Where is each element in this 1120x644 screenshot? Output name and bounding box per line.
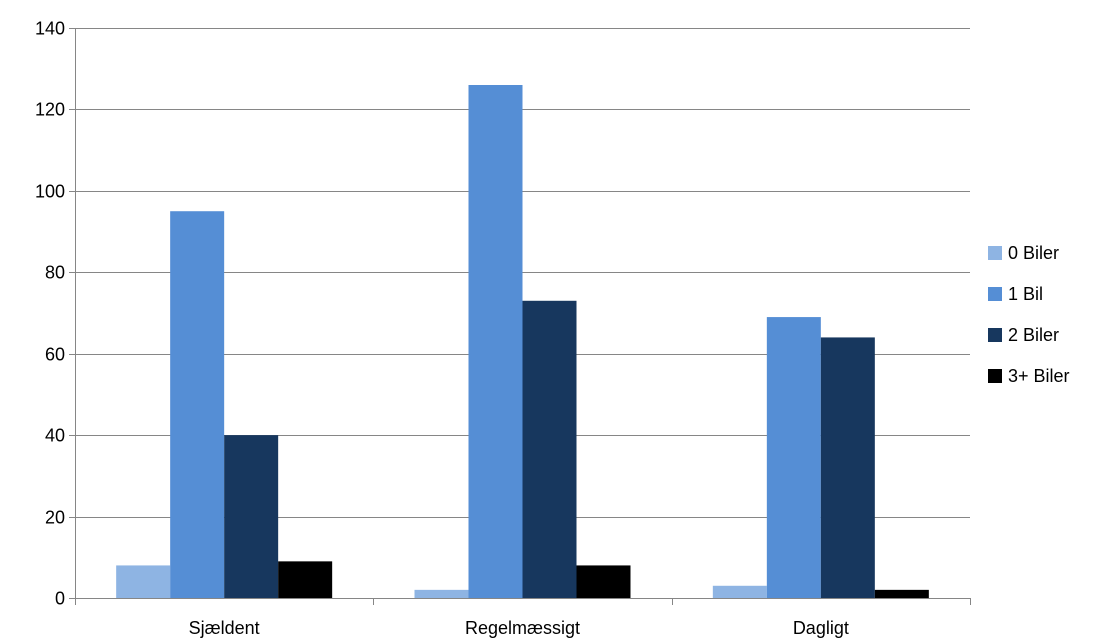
legend-label: 2 Biler <box>1008 325 1059 345</box>
bar-2-biler-0 <box>224 435 279 598</box>
bar-1-bil-2 <box>766 317 821 598</box>
bar-3-biler-2 <box>874 589 929 598</box>
x-category-label: Sjældent <box>189 618 260 638</box>
y-tick-label: 80 <box>45 263 65 283</box>
legend: 0 Biler 1 Bil 2 Biler 3+ Biler <box>988 243 1070 386</box>
bar-3-biler-1 <box>576 565 631 598</box>
legend-swatch <box>988 369 1002 383</box>
y-tick-label: 120 <box>35 100 65 120</box>
y-tick-label: 100 <box>35 182 65 202</box>
y-tick-label: 60 <box>45 345 65 365</box>
y-tick-label: 40 <box>45 426 65 446</box>
y-tick-label: 140 <box>35 19 65 39</box>
x-axis-category-labels: Sjældent Regelmæssigt Dagligt <box>189 618 849 638</box>
axes <box>69 28 971 605</box>
legend-swatch <box>988 287 1002 301</box>
bar-3-biler-0 <box>278 561 333 598</box>
legend-label: 0 Biler <box>1008 243 1059 263</box>
bar-1-bil-1 <box>468 85 523 598</box>
bars <box>116 85 929 598</box>
y-axis-tick-labels: 0 20 40 60 80 100 120 140 <box>35 19 65 609</box>
y-tick-label: 0 <box>55 589 65 609</box>
bar-0-biler-2 <box>712 585 767 598</box>
legend-swatch <box>988 246 1002 260</box>
y-tick-label: 20 <box>45 508 65 528</box>
bar-2-biler-1 <box>522 300 577 598</box>
bar-0-biler-1 <box>414 589 469 598</box>
x-category-label: Regelmæssigt <box>465 618 580 638</box>
x-category-label: Dagligt <box>793 618 849 638</box>
legend-swatch <box>988 328 1002 342</box>
legend-label: 3+ Biler <box>1008 366 1070 386</box>
bar-2-biler-2 <box>820 337 875 598</box>
legend-label: 1 Bil <box>1008 284 1043 304</box>
bar-1-bil-0 <box>170 211 225 598</box>
bar-0-biler-0 <box>116 565 171 598</box>
